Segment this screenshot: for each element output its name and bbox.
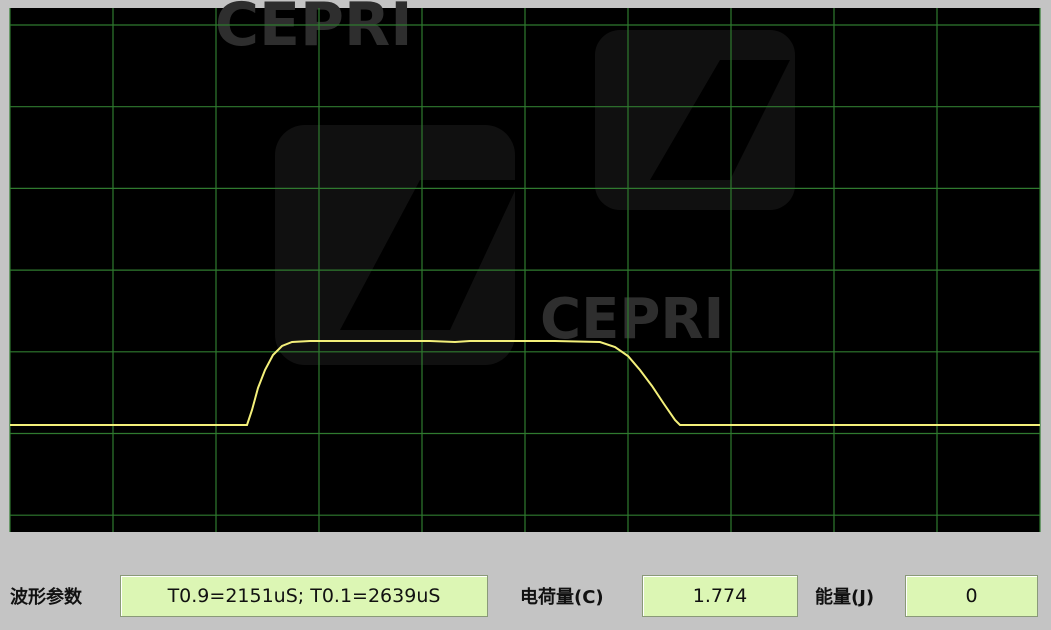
field-value: 1.774 [642, 575, 798, 617]
waveform [10, 340, 1040, 426]
waveform-display: CEPRI CEPRI [9, 0, 1041, 532]
field-value: T0.9=2151uS; T0.1=2639uS [120, 575, 488, 617]
field-value: 0 [905, 575, 1038, 617]
field-label: 电荷量(C) [520, 587, 604, 608]
watermark-logo [275, 30, 795, 365]
field-label: 能量(J) [815, 587, 875, 608]
field-label: 波形参数 [10, 587, 82, 608]
grid [9, 8, 1041, 532]
watermark-text: CEPRI [215, 0, 413, 60]
